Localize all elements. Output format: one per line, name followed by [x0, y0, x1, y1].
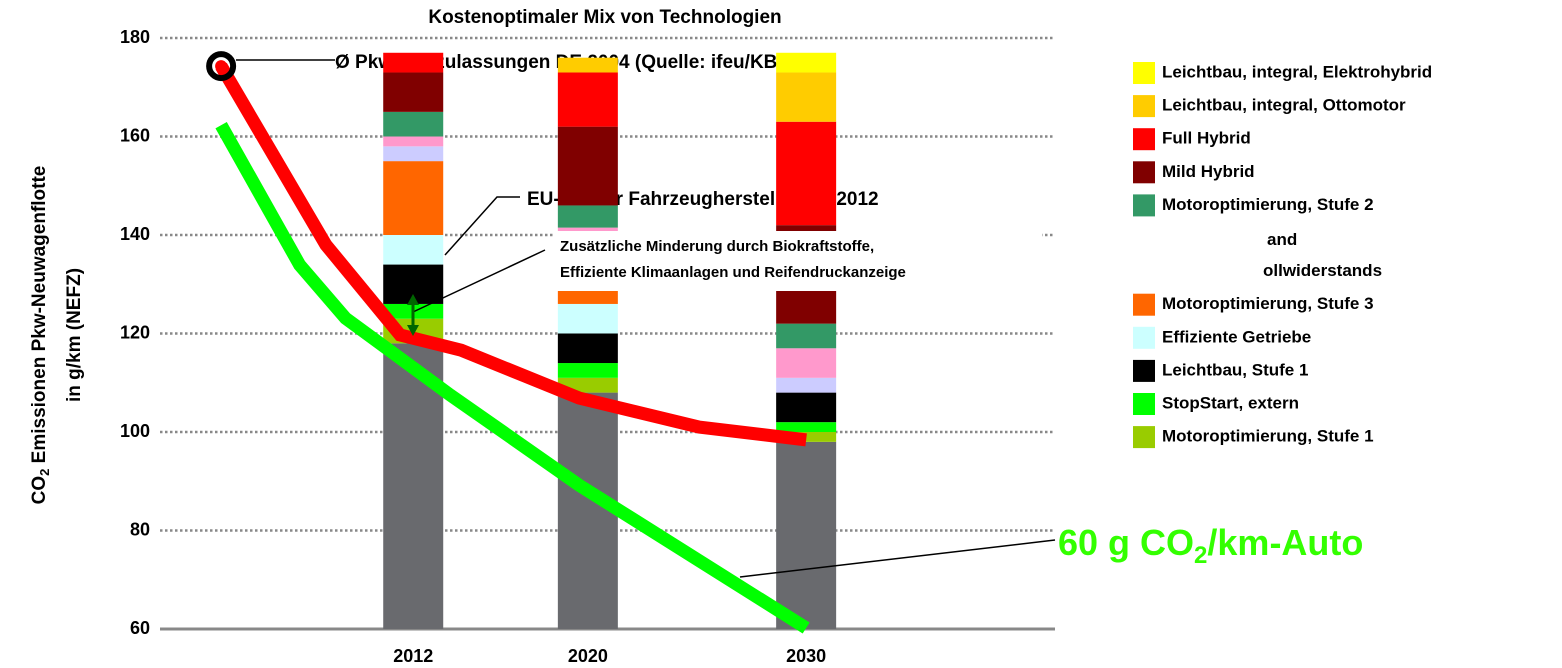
- legend-label: Leichtbau, Stufe 1: [1162, 360, 1308, 379]
- bar-segment: [557, 57, 618, 73]
- bar-segment: [383, 111, 444, 137]
- legend-swatch: [1133, 426, 1155, 449]
- extra-label: Zusätzliche Minderung durch Biokraftstof…: [560, 238, 874, 255]
- bar-segment: [383, 136, 444, 147]
- y-axis-label: in g/km (NEFZ): [64, 268, 85, 402]
- legend-swatch: [1133, 95, 1155, 118]
- leader-line: [444, 196, 520, 256]
- goal-part: 60 g CO: [1058, 522, 1194, 563]
- legend-label: Motoroptimierung, Stufe 3: [1162, 294, 1374, 313]
- legend-label: ollwiderstands: [1263, 261, 1382, 280]
- bar-segment: [776, 72, 837, 122]
- leader-line: [739, 539, 1056, 578]
- legend-swatch: [1133, 62, 1155, 84]
- y-tick-label: 60: [130, 618, 150, 638]
- bar-segment: [776, 121, 837, 226]
- goal-sub: 2: [1194, 542, 1207, 569]
- annotation-box: [555, 231, 1042, 291]
- leader-line: [412, 249, 546, 313]
- ylabel-part: Emissionen Pkw-Neuwagenflotte: [29, 166, 50, 469]
- bar-segment: [383, 161, 444, 235]
- chart-title: Kostenoptimaler Mix von Technologien: [428, 7, 781, 28]
- bar-segment: [557, 72, 618, 127]
- legend-label: Full Hybrid: [1162, 129, 1251, 148]
- x-tick-label: 2020: [568, 646, 608, 666]
- arrow-head: [407, 325, 419, 336]
- bars-layer: [383, 52, 837, 629]
- legend-swatch: [1133, 128, 1155, 151]
- bar-segment: [383, 72, 444, 112]
- legend-swatch: [1133, 359, 1155, 382]
- legend-label: Motoroptimierung, Stufe 2: [1162, 195, 1374, 214]
- bar-segment: [383, 235, 444, 265]
- legend-swatch: [1133, 326, 1155, 349]
- y-tick-label: 80: [130, 519, 150, 539]
- y-tick-label: 100: [120, 421, 150, 441]
- legend-label: Mild Hybrid: [1162, 162, 1255, 181]
- bar-segment: [776, 392, 837, 423]
- y-tick-label: 140: [120, 224, 150, 244]
- bar-segment: [776, 422, 837, 432]
- legend-label: Effiziente Getriebe: [1162, 327, 1311, 346]
- ylabel-part: CO: [29, 476, 50, 505]
- legend-swatch: [1133, 161, 1155, 184]
- legend-swatch: [1133, 293, 1155, 316]
- x-tick-label: 2030: [786, 646, 826, 666]
- arrow-head: [407, 294, 419, 305]
- bar-segment: [776, 323, 837, 349]
- bar-segment: [776, 377, 837, 393]
- bar-segment: [776, 348, 837, 378]
- bar-segment: [557, 126, 618, 206]
- bar-segment: [383, 146, 444, 162]
- legend-label: Leichtbau, integral, Ottomotor: [1162, 96, 1406, 115]
- legend: Motoroptimierung, Stufe 1 StopStart, exte…: [1133, 62, 1432, 449]
- y-tick-label: 180: [120, 27, 150, 47]
- legend-swatch: [1133, 194, 1155, 217]
- lines-layer: [206, 51, 810, 634]
- x-tick-label: 2012: [393, 646, 433, 666]
- bar-segment: [383, 52, 444, 73]
- bar-segment: [557, 205, 618, 228]
- extra-label: Effiziente Klimaanlagen und Reifendrucka…: [560, 264, 906, 281]
- goal-label: 60 g CO2/km-Auto: [1058, 522, 1363, 570]
- y-axis-label: CO2 Emissionen Pkw-Neuwagenflotte: [29, 166, 52, 505]
- bar-base: [776, 441, 837, 629]
- legend-label: Leichtbau, integral, Elektrohybrid: [1162, 62, 1432, 81]
- bar-base: [383, 343, 444, 629]
- ylabel-sub: 2: [37, 469, 52, 476]
- legend-label: StopStart, extern: [1162, 393, 1299, 412]
- trend-line: [215, 62, 807, 447]
- bar-segment: [557, 303, 618, 334]
- legend-label: and: [1267, 230, 1297, 249]
- bar-segment: [557, 363, 618, 378]
- goal-part: /km-Auto: [1207, 522, 1363, 563]
- legend-label: Motoroptimierung, Stufe 1: [1162, 427, 1374, 446]
- bar-segment: [776, 52, 837, 73]
- trend-line: [215, 121, 810, 634]
- reference-marker: [215, 60, 228, 73]
- reference-marker: [206, 51, 237, 82]
- y-tick-label: 160: [120, 125, 150, 145]
- legend-swatch: [1133, 393, 1155, 415]
- y-tick-label: 120: [120, 322, 150, 342]
- bar-segment: [557, 333, 618, 364]
